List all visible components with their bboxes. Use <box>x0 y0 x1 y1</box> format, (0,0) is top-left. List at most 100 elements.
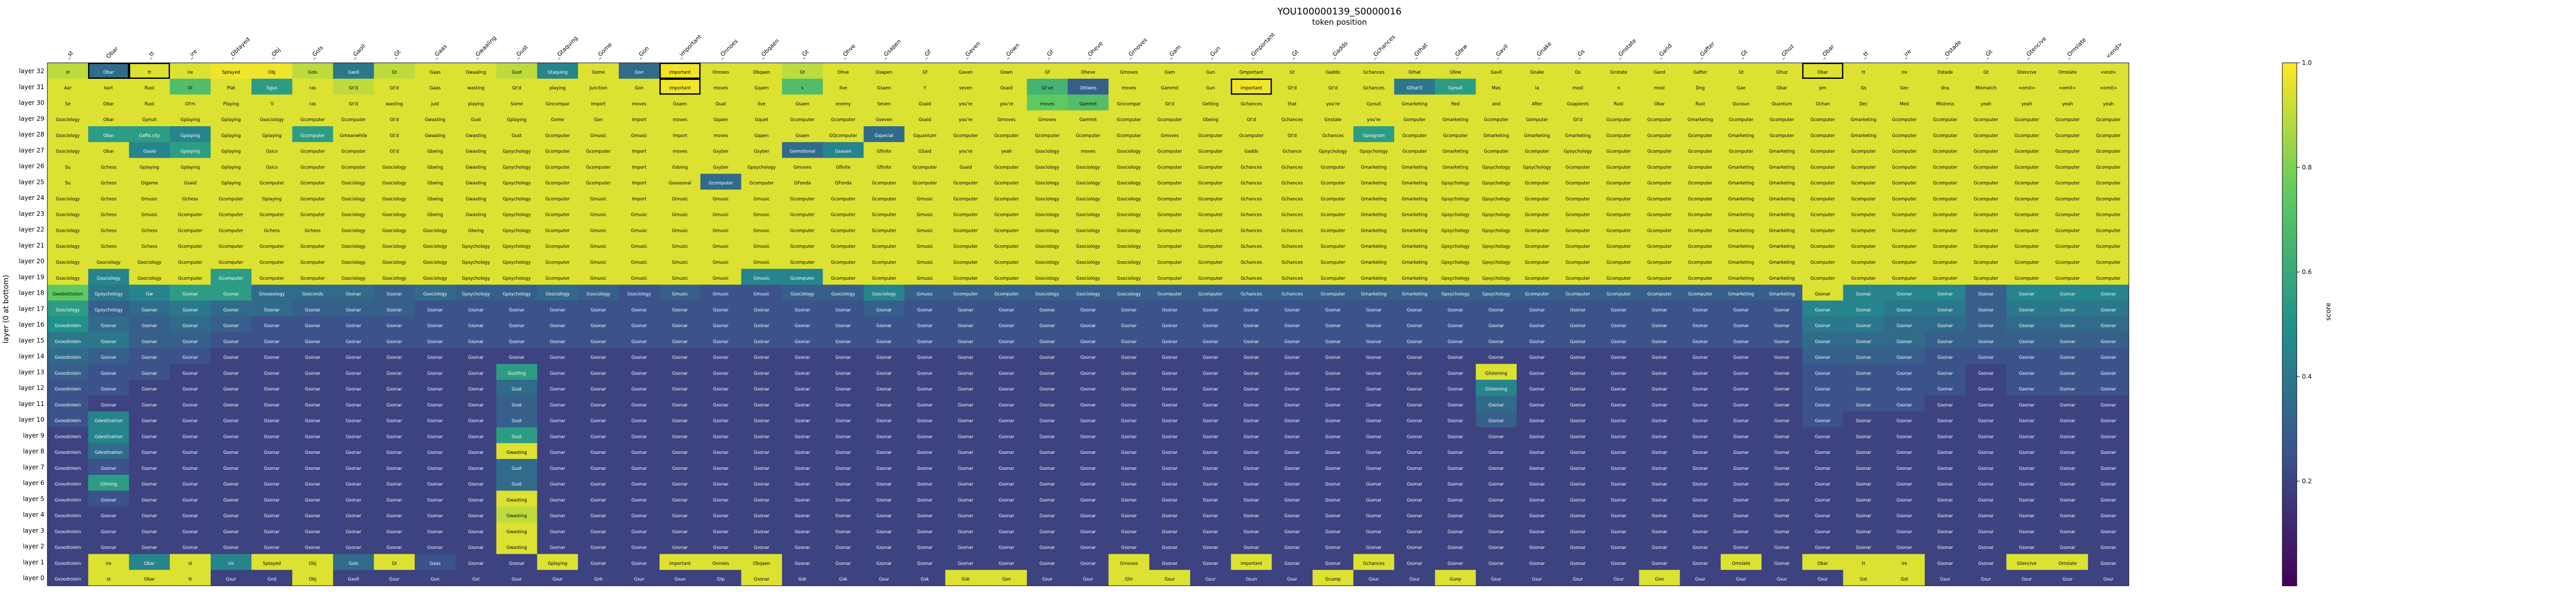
cell-label: ras <box>309 86 316 91</box>
cell-label: Gsonar <box>223 339 239 345</box>
cell-label: Gvoodrolein <box>55 355 81 361</box>
heatmap-cell <box>1965 570 2007 586</box>
cell-label: Gon <box>635 70 643 75</box>
heatmap-cell <box>945 380 987 396</box>
heatmap-cell <box>904 316 946 333</box>
cell-label: Gst <box>1901 577 1908 582</box>
cell-label: Gsonar <box>1407 434 1423 439</box>
heatmap-cell <box>210 190 252 206</box>
heatmap-cell <box>1639 490 1681 507</box>
heatmap-cell <box>1680 253 1721 269</box>
cell-label: Gwaaling <box>466 70 486 75</box>
cell-label: Gsonar <box>1937 498 1953 503</box>
cell-label: Gsonar <box>1978 530 1994 535</box>
cell-label: Ochan <box>1816 101 1829 107</box>
cell-label: Gcomputer <box>2096 260 2121 265</box>
cell-label: Gsonar <box>1407 324 1423 329</box>
cell-label: Gsonar <box>1856 292 1872 297</box>
cell-label: Gsonar <box>1652 387 1668 392</box>
heatmap-cell <box>292 364 334 380</box>
heatmap-cell <box>741 427 783 444</box>
heatmap-cell <box>1720 78 1762 95</box>
heatmap-cell <box>1761 411 1803 428</box>
cell-label: Gchess <box>100 165 116 170</box>
cell-label: Gsonar <box>1529 387 1545 392</box>
colorbar-segment <box>2282 65 2297 69</box>
heatmap-cell <box>782 268 823 285</box>
cell-label: Gbeing <box>468 228 484 233</box>
cell-label: Gcomputer <box>1810 181 1835 186</box>
cell-label: Gsociology <box>342 197 365 202</box>
cell-label: Gcomputer <box>1484 149 1509 155</box>
heatmap-cell <box>1108 316 1150 333</box>
heatmap-cell <box>1884 300 1925 317</box>
cell-label: Gsociology <box>56 276 79 281</box>
heatmap-cell <box>1516 411 1558 428</box>
cell-label: Gsonar <box>1121 514 1137 519</box>
cell-label: Gsonar <box>1856 308 1872 313</box>
heatmap-cell <box>333 94 375 111</box>
colorbar-segment <box>2282 207 2297 210</box>
heatmap-cell <box>1802 427 1843 444</box>
cell-label: Gplaying <box>222 165 241 170</box>
heatmap-cell <box>1557 174 1599 190</box>
cell-label: Gust <box>471 117 481 123</box>
heatmap-cell <box>863 522 905 539</box>
cell-label: <omit> <box>2059 86 2076 91</box>
cell-label: Gsonar <box>1407 498 1423 503</box>
cell-label: Gsonar <box>346 355 362 361</box>
heatmap-cell <box>251 268 293 285</box>
heatmap-cell <box>1843 174 1885 190</box>
cell-label: Gsonar <box>958 371 974 376</box>
cell-label: Gome <box>551 117 564 123</box>
heatmap-cell <box>333 554 375 570</box>
y-tick-label: layer 20 <box>19 258 44 265</box>
x-tick-label: _Obar <box>1819 43 1836 60</box>
cell-label: Gsonar <box>958 450 974 455</box>
colorbar-segment <box>2282 110 2297 113</box>
heatmap-cell <box>1802 364 1843 380</box>
heatmap-cell <box>1108 110 1150 127</box>
cell-label: Gsonar <box>794 561 810 566</box>
colorbar-segment <box>2282 112 2297 116</box>
cell-label: Gcomputer <box>219 276 244 281</box>
cell-label: Gsonar <box>346 387 362 392</box>
heatmap-cell <box>1680 332 1721 349</box>
heatmap-cell <box>537 253 579 269</box>
cell-label: Gcomputer <box>2055 165 2080 170</box>
heatmap-cell <box>619 538 660 554</box>
cell-label: Gcomputer <box>994 260 1019 265</box>
cell-label: Gsonar <box>1162 530 1178 535</box>
heatmap-cell <box>2088 300 2129 317</box>
colorbar-segment <box>2282 133 2297 137</box>
cell-label: Gcomputer <box>1974 260 1998 265</box>
heatmap-cell <box>1884 490 1925 507</box>
cell-label: Gsonar <box>1121 434 1137 439</box>
heatmap-cell <box>129 458 171 475</box>
heatmap-cell <box>47 427 89 444</box>
heatmap-cell <box>1149 490 1191 507</box>
cell-label: Gsonar <box>754 371 770 376</box>
heatmap-cell <box>170 380 211 396</box>
cell-label: Gsonar <box>917 339 933 345</box>
colorbar-segment <box>2282 538 2297 542</box>
cell-label: Gpsychology <box>1482 244 1511 249</box>
colorbar-tick-label: 0.6 <box>2302 268 2312 276</box>
heatmap-cell <box>945 300 987 317</box>
cell-label: Gvoodrolein <box>55 482 81 487</box>
cell-label: Gcomputer <box>1606 213 1631 218</box>
colorbar-segment <box>2282 345 2297 348</box>
colorbar-segment <box>2282 201 2297 205</box>
heatmap-cell <box>129 443 171 460</box>
heatmap-cell <box>619 348 660 364</box>
cell-label: Gcomputer <box>300 133 325 139</box>
cell-label: Gsur <box>1532 577 1542 582</box>
cell-label: Gsonar <box>1774 403 1790 408</box>
heatmap-cell <box>2088 78 2129 95</box>
heatmap-cell <box>904 268 946 285</box>
cell-label: Gmarketing <box>1687 117 1713 123</box>
heatmap-cell <box>1598 268 1639 285</box>
cell-label: la <box>1535 86 1539 91</box>
cell-label: Gsonar <box>1692 514 1708 519</box>
cell-label: Gsonar <box>836 466 852 471</box>
